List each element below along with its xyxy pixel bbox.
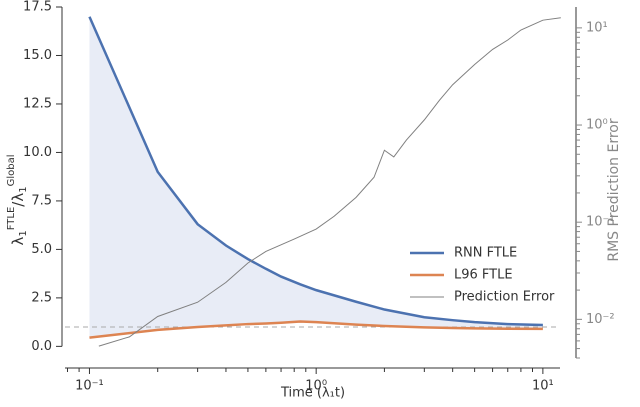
y2-axis-label: RMS Prediction Error <box>606 118 622 262</box>
fill-area <box>89 16 543 338</box>
y-tick-label: 2.5 <box>31 290 52 305</box>
y-label-part: FTLE <box>6 207 17 231</box>
y-tick-label: 0.0 <box>31 339 52 354</box>
y-label-part: Global <box>6 154 17 186</box>
x-axis-label: Time (λ₁t) <box>280 386 345 401</box>
y-tick-label: 10.0 <box>23 145 52 160</box>
y2-tick-label: 10¹ <box>586 20 608 35</box>
x-tick-label: 10¹ <box>532 379 554 394</box>
y-tick-label: 17.5 <box>23 0 52 15</box>
series-line <box>88 16 543 327</box>
series-line <box>98 17 561 347</box>
legend-label: L96 FTLE <box>454 268 513 283</box>
y-label-part: 1 <box>18 186 29 192</box>
series-line <box>89 320 543 339</box>
y2-tick-label: 10⁻² <box>586 312 615 327</box>
y-axis-label: λ1FTLE/λ1Global <box>6 154 29 245</box>
x-tick-label: 10⁻¹ <box>75 379 104 394</box>
y2-tick-label: 10⁻¹ <box>586 215 615 230</box>
legend-label: Prediction Error <box>454 290 555 305</box>
x-tick-label: 10⁰ <box>305 379 327 394</box>
y-label-part: /λ <box>9 193 27 207</box>
y-tick-label: 7.5 <box>31 193 52 208</box>
y-tick-label: 5.0 <box>31 242 52 257</box>
y2-tick-label: 10⁰ <box>586 118 608 133</box>
legend-label: RNN FTLE <box>454 246 517 261</box>
y-label-part: 1 <box>18 230 29 236</box>
y-label-part: λ <box>9 237 27 246</box>
y-tick-label: 12.5 <box>23 96 52 111</box>
y-tick-label: 15.0 <box>23 48 52 63</box>
